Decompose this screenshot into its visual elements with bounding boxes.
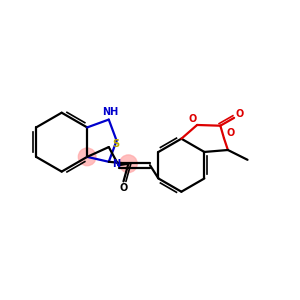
Text: NH: NH	[103, 107, 119, 117]
Text: O: O	[227, 128, 235, 138]
Text: O: O	[188, 114, 196, 124]
Text: O: O	[119, 183, 128, 193]
Text: N: N	[112, 159, 121, 169]
Circle shape	[78, 148, 96, 166]
Text: S: S	[112, 139, 119, 149]
Circle shape	[120, 155, 137, 172]
Text: O: O	[236, 109, 244, 119]
